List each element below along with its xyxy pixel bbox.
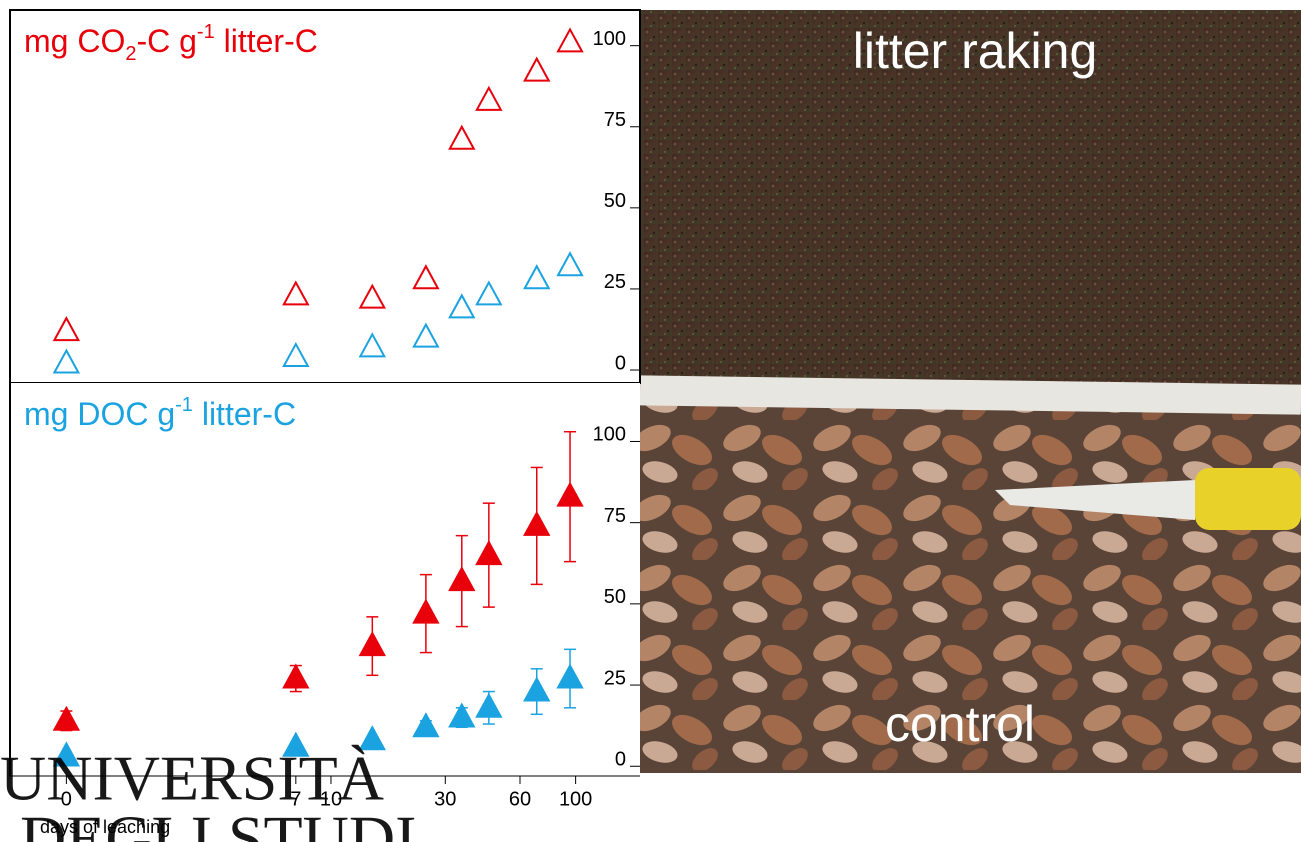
- title-part: mg CO: [24, 23, 125, 59]
- title-part: -C g: [136, 23, 196, 59]
- title-part: -1: [197, 21, 215, 43]
- y-tick-label: 75: [604, 505, 626, 527]
- y-tick-label: 25: [604, 271, 626, 293]
- title-part: litter-C: [215, 23, 318, 59]
- y-tick-label: 50: [604, 586, 626, 608]
- x-tick-label: 60: [509, 788, 531, 810]
- photo-label: litter raking: [853, 23, 1098, 79]
- photo: litter raking control: [640, 10, 1301, 773]
- y-tick-label: 75: [604, 109, 626, 131]
- figure: litter raking control mg CO2-C g-1 litte…: [0, 0, 1301, 842]
- title-part: mg DOC g: [24, 396, 175, 432]
- y-tick-label: 100: [593, 28, 626, 50]
- bottom-panel-bg: [10, 383, 640, 776]
- x-tick-label: 100: [559, 788, 592, 810]
- knife-handle: [1195, 468, 1301, 530]
- y-tick-label: 0: [615, 749, 626, 771]
- y-tick-label: 25: [604, 667, 626, 689]
- x-tick-label: 30: [434, 788, 456, 810]
- y-tick-label: 100: [593, 424, 626, 446]
- title-part: 2: [125, 43, 136, 65]
- top-panel-frame: [10, 10, 640, 383]
- photo-label: control: [885, 696, 1035, 752]
- chart-title: mg DOC g-1 litter-C: [24, 394, 296, 432]
- watermark-text: DEGLI STUDI: [20, 803, 416, 842]
- watermark: UNIVERSITÀ DEGLI STUDI: [0, 743, 416, 842]
- title-part: litter-C: [193, 396, 296, 432]
- title-part: -1: [175, 394, 193, 416]
- chart-title: mg CO2-C g-1 litter-C: [24, 21, 318, 65]
- y-tick-label: 0: [615, 352, 626, 374]
- y-tick-label: 50: [604, 190, 626, 212]
